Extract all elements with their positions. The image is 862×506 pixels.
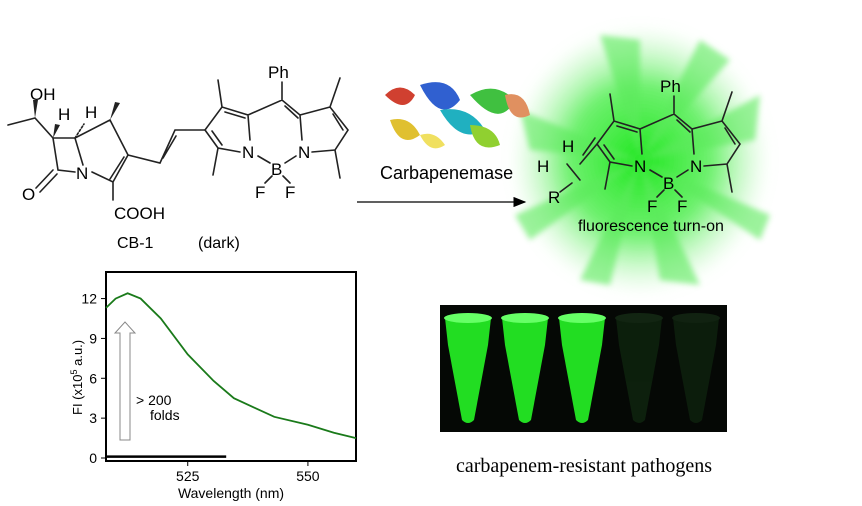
atom-n: N xyxy=(76,164,88,183)
atom-b: B xyxy=(663,174,674,193)
atom-h: H xyxy=(85,103,97,122)
atom-f: F xyxy=(677,197,687,216)
tube xyxy=(615,313,663,423)
probe-name: CB-1 xyxy=(117,235,154,252)
cb1-structure: OH H H N O COOH N B N F F Ph CB-1 (dark) xyxy=(7,63,349,252)
plot-frame xyxy=(105,271,357,462)
y-axis-label: FI (x105 a.u.) xyxy=(69,340,85,415)
atom-f: F xyxy=(647,197,657,216)
atom-n: N xyxy=(690,157,702,176)
atom-n: N xyxy=(242,143,254,162)
increase-arrow xyxy=(113,321,137,441)
atom-o: O xyxy=(22,185,35,204)
x-axis-label: Wavelength (nm) xyxy=(178,485,284,501)
atom-oh: OH xyxy=(30,85,56,104)
atom-h: H xyxy=(562,137,574,156)
x-tick-label: 525 xyxy=(176,468,200,484)
atom-cooh: COOH xyxy=(114,204,165,223)
fold-annotation-2: folds xyxy=(150,407,180,423)
enzyme-label: Carbapenemase xyxy=(380,163,513,183)
series-line-turn-on xyxy=(105,292,357,439)
y-tick-label: 6 xyxy=(89,370,97,386)
y-tick-label: 12 xyxy=(81,291,97,307)
fluorescence-chart: 525 550 0 3 6 9 12 > 200 folds Wavelength (nm)… xyxy=(69,271,357,501)
atom-h: H xyxy=(537,157,549,176)
tube xyxy=(444,313,492,423)
fold-annotation: > 200 xyxy=(136,392,172,408)
y-tick-label: 3 xyxy=(89,410,97,426)
tube-photo xyxy=(440,305,727,432)
y-tick-label: 9 xyxy=(89,330,97,346)
probe-state: (dark) xyxy=(198,235,240,252)
atom-r: R xyxy=(548,188,560,207)
photo-caption: carbapenem-resistant pathogens xyxy=(456,455,712,477)
product-state: fluorescence turn-on xyxy=(578,218,724,235)
atom-h: H xyxy=(58,105,70,124)
enzyme-protein-image xyxy=(385,82,530,149)
tube xyxy=(501,313,549,423)
product-structure: N B N F F Ph H H R xyxy=(537,77,741,216)
atom-n: N xyxy=(634,157,646,176)
atom-b: B xyxy=(271,160,282,179)
atom-n: N xyxy=(298,143,310,162)
y-tick-label: 0 xyxy=(89,450,97,466)
fluorescence-glow xyxy=(510,25,770,295)
atom-ph: Ph xyxy=(660,77,681,96)
tube xyxy=(672,313,720,423)
tube xyxy=(558,313,606,423)
atom-f: F xyxy=(255,183,265,202)
x-tick-label: 550 xyxy=(296,468,320,484)
atom-f: F xyxy=(285,183,295,202)
atom-ph: Ph xyxy=(268,63,289,82)
